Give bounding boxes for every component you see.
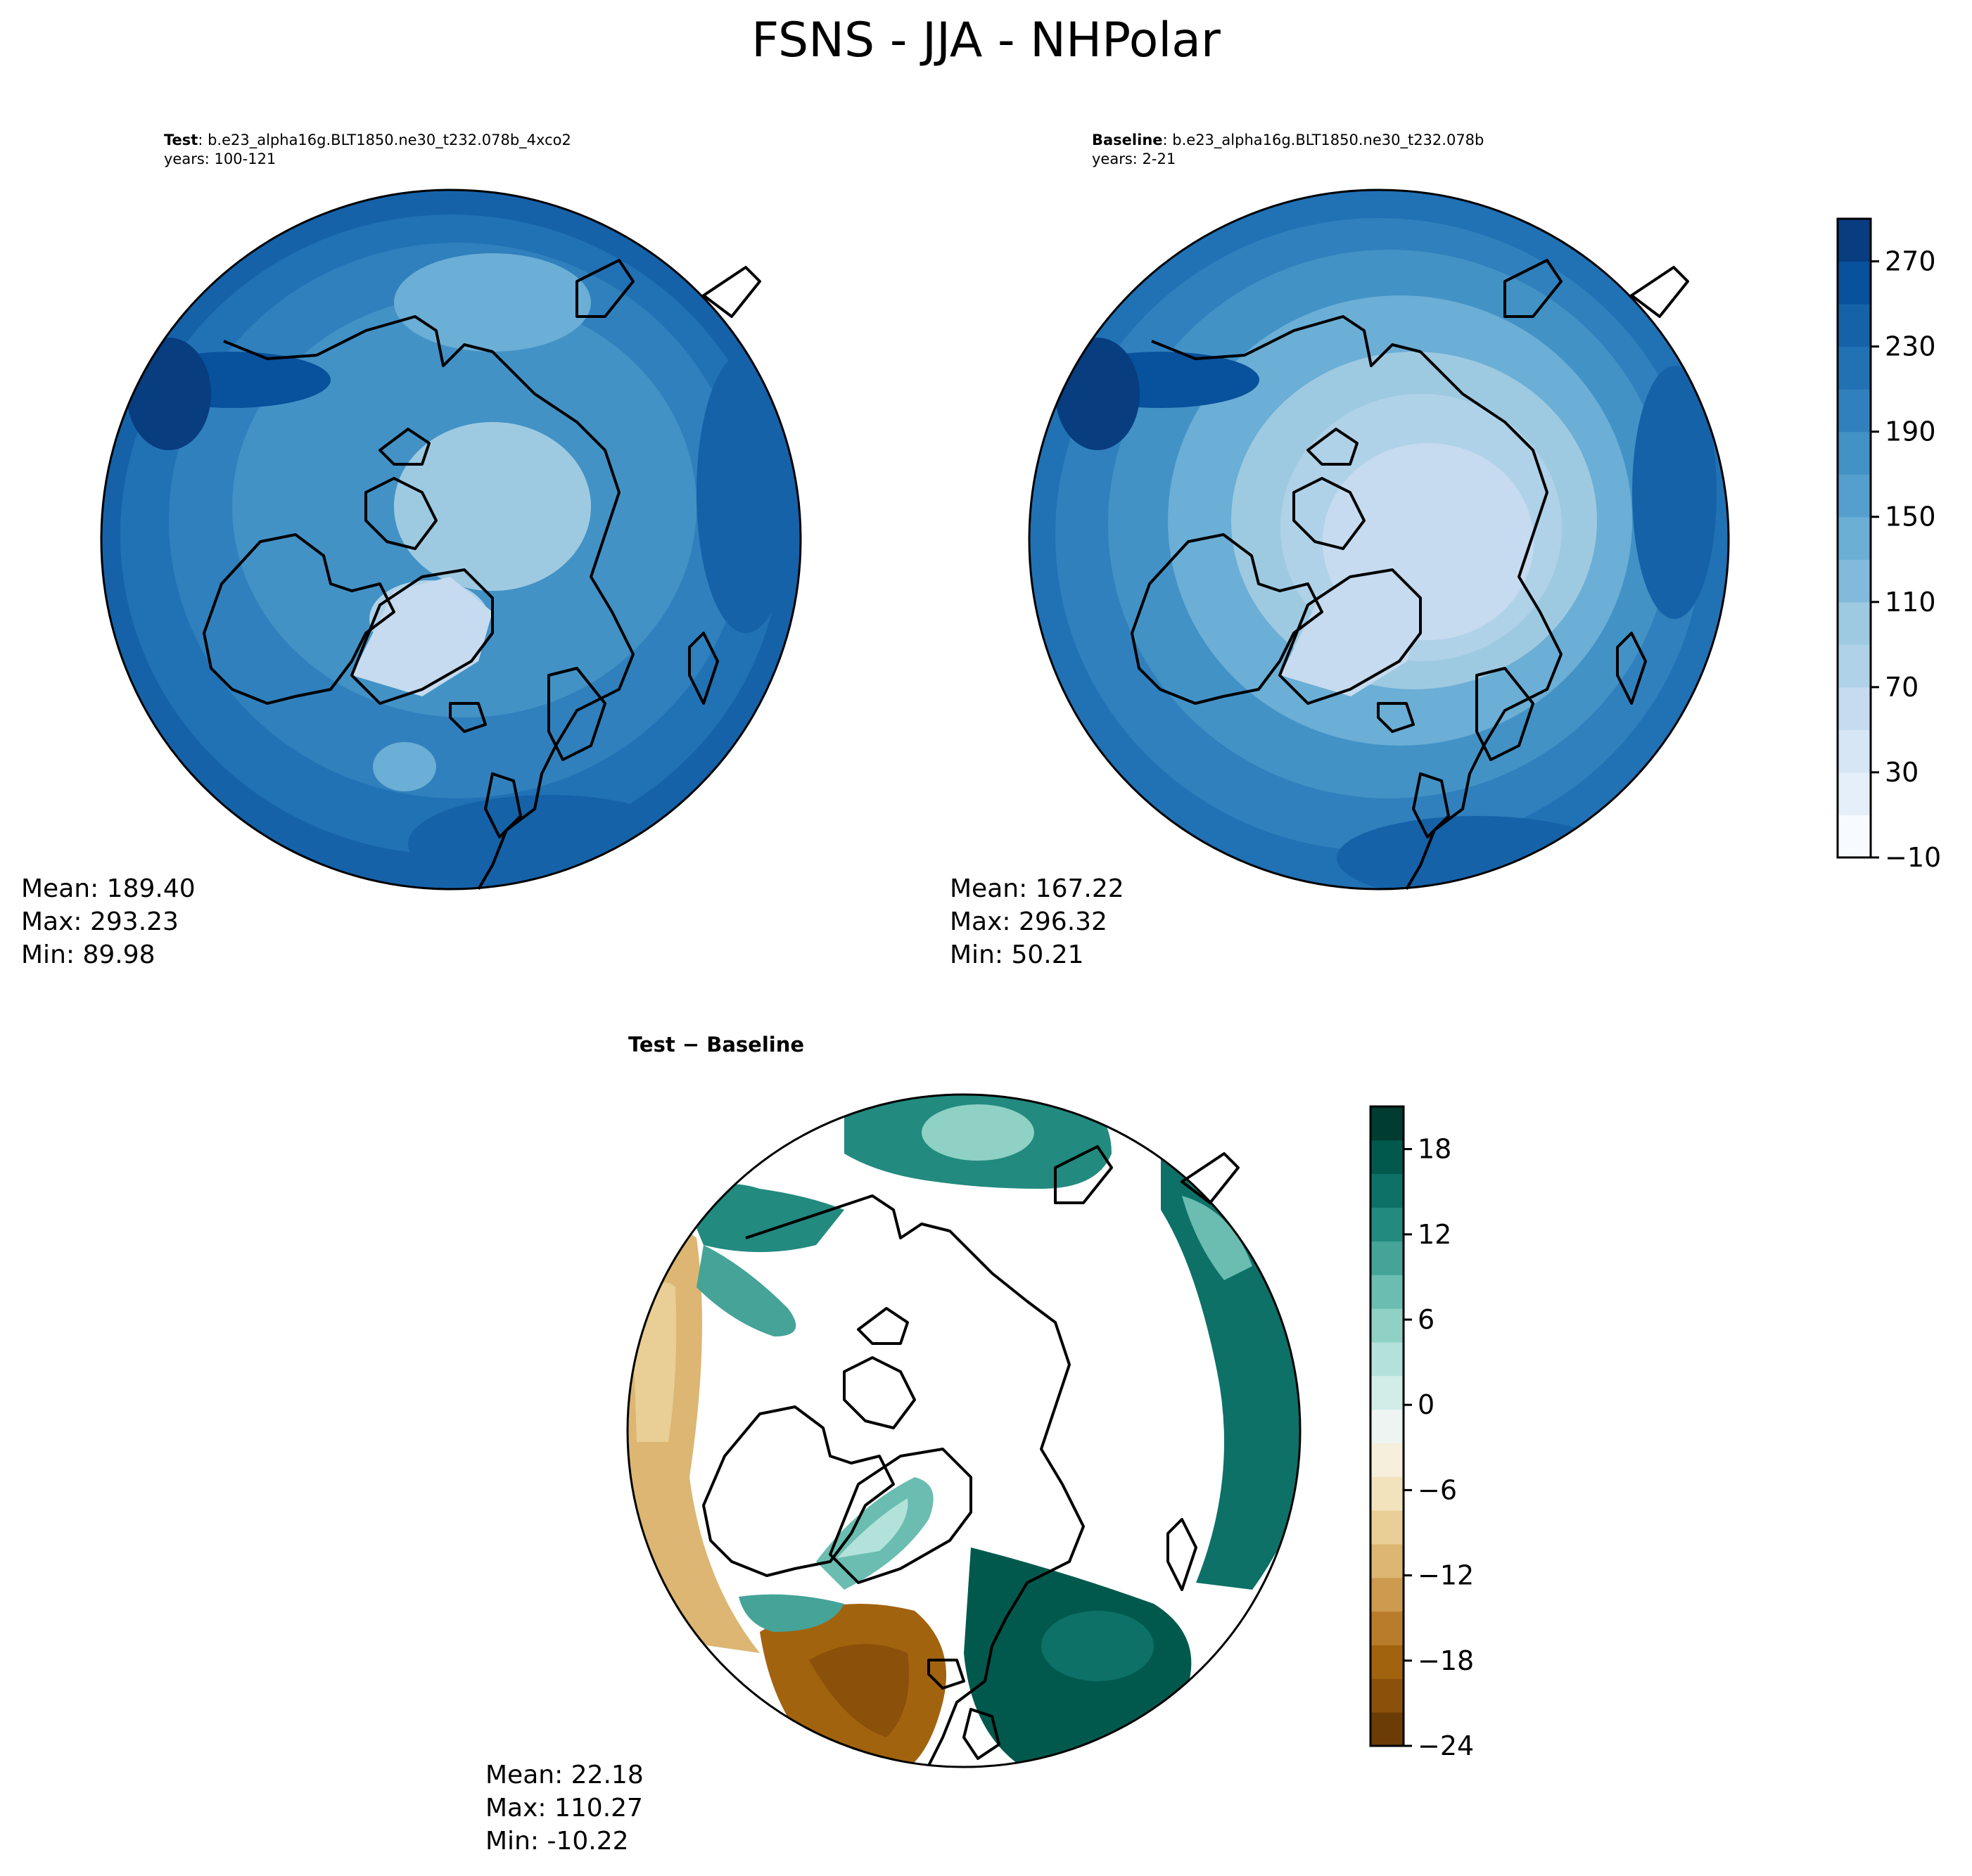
difference-colorbar-segment xyxy=(1370,1207,1404,1242)
absolute-colorbar-tick-label: 270 xyxy=(1885,246,1936,277)
test-stats: Mean: 189.40 Max: 293.23 Min: 89.98 xyxy=(21,872,196,971)
difference-colorbar-tick-label: −6 xyxy=(1418,1474,1457,1505)
absolute-colorbar-tick-label: −10 xyxy=(1885,842,1941,873)
absolute-colorbar-tick-label: 150 xyxy=(1885,502,1936,532)
test-coastlines xyxy=(203,259,761,891)
absolute-colorbar-segment xyxy=(1838,601,1871,645)
baseline-map xyxy=(1028,189,1730,891)
baseline-case-name: : b.e23_alpha16g.BLT1850.ne30_t232.078b xyxy=(1162,132,1484,148)
difference-colorbar-segment xyxy=(1370,1140,1404,1175)
difference-colorbar-tick-label: 12 xyxy=(1418,1219,1451,1250)
absolute-colorbar-segment xyxy=(1838,687,1871,730)
difference-colorbar-border xyxy=(1369,1105,1405,1747)
difference-colorbar-segment xyxy=(1370,1645,1404,1679)
difference-colorbar-segment xyxy=(1370,1275,1404,1309)
absolute-colorbar-segment xyxy=(1838,729,1871,773)
baseline-panel-header: Baseline: b.e23_alpha16g.BLT1850.ne30_t2… xyxy=(1092,131,1484,169)
absolute-colorbar: 270 230 190 150 110 70 30 −10 xyxy=(1836,217,1941,873)
absolute-colorbar-segment xyxy=(1838,389,1871,433)
test-min: Min: 89.98 xyxy=(21,940,155,969)
test-label: Test xyxy=(164,132,198,148)
test-map-border xyxy=(100,189,802,891)
baseline-label: Baseline xyxy=(1092,132,1163,148)
test-map xyxy=(100,189,802,891)
diff-max: Max: 110.27 xyxy=(485,1794,643,1823)
difference-colorbar-segment xyxy=(1370,1611,1404,1645)
difference-colorbar-segment xyxy=(1370,1543,1404,1578)
absolute-colorbar-segment xyxy=(1838,261,1871,305)
difference-colorbar: 18 12 6 0 −6 −12 −18 −24 xyxy=(1369,1105,1474,1761)
baseline-stats: Mean: 167.22 Max: 296.32 Min: 50.21 xyxy=(950,872,1124,971)
absolute-colorbar-tick-label: 70 xyxy=(1885,672,1919,703)
test-max: Max: 293.23 xyxy=(21,907,179,936)
difference-colorbar-tick-label: −18 xyxy=(1418,1645,1474,1676)
difference-colorbar-segment xyxy=(1370,1106,1404,1141)
test-case-name: : b.e23_alpha16g.BLT1850.ne30_t232.078b_… xyxy=(198,132,571,148)
diff-map xyxy=(626,1093,1302,1768)
absolute-colorbar-segment xyxy=(1838,431,1871,475)
absolute-colorbar-tick-label: 230 xyxy=(1885,331,1936,362)
absolute-colorbar-border xyxy=(1836,217,1872,859)
difference-colorbar-segment xyxy=(1370,1375,1404,1410)
absolute-colorbar-segment xyxy=(1838,346,1871,390)
test-mean: Mean: 189.40 xyxy=(21,874,196,903)
baseline-max: Max: 296.32 xyxy=(950,907,1107,936)
difference-colorbar-tick-label: 18 xyxy=(1418,1134,1451,1165)
absolute-colorbar-segment xyxy=(1838,474,1871,518)
absolute-colorbar-segment xyxy=(1838,304,1871,347)
test-years: years: 100-121 xyxy=(164,151,276,167)
difference-colorbar-segment xyxy=(1370,1678,1404,1713)
difference-colorbar-tick-label: −12 xyxy=(1418,1560,1474,1591)
difference-colorbar-segment xyxy=(1370,1443,1404,1477)
difference-colorbar-segment xyxy=(1370,1241,1404,1275)
difference-colorbar-tick-label: 0 xyxy=(1418,1389,1435,1420)
difference-colorbar-segment xyxy=(1370,1409,1404,1443)
absolute-colorbar-segment xyxy=(1838,219,1871,262)
diff-panel-title: Test − Baseline xyxy=(628,1033,805,1057)
baseline-map-border xyxy=(1028,189,1730,891)
diff-map-border xyxy=(626,1093,1302,1768)
difference-colorbar-tick-label: 6 xyxy=(1418,1304,1435,1335)
diff-min: Min: -10.22 xyxy=(485,1827,629,1856)
diff-coastlines xyxy=(702,1145,1240,1766)
difference-colorbar-segment xyxy=(1370,1712,1404,1747)
absolute-colorbar-segment xyxy=(1838,516,1871,560)
test-panel-header: Test: b.e23_alpha16g.BLT1850.ne30_t232.0… xyxy=(164,131,571,169)
diff-stats: Mean: 22.18 Max: 110.27 Min: -10.22 xyxy=(485,1759,644,1858)
figure-title: FSNS - JJA - NHPolar xyxy=(751,13,1221,68)
baseline-years: years: 2-21 xyxy=(1092,151,1176,167)
absolute-colorbar-tick-label: 190 xyxy=(1885,416,1936,447)
baseline-coastlines xyxy=(1131,259,1689,891)
baseline-min: Min: 50.21 xyxy=(950,940,1084,969)
absolute-colorbar-tick-label: 30 xyxy=(1885,757,1919,788)
absolute-colorbar-segment xyxy=(1838,644,1871,688)
difference-colorbar-tick-label: −24 xyxy=(1418,1730,1474,1761)
difference-colorbar-segment xyxy=(1370,1510,1404,1545)
difference-colorbar-segment xyxy=(1370,1173,1404,1208)
absolute-colorbar-segment xyxy=(1838,815,1871,858)
absolute-colorbar-tick-label: 110 xyxy=(1885,587,1936,618)
difference-colorbar-segment xyxy=(1370,1341,1404,1377)
absolute-colorbar-segment xyxy=(1838,559,1871,603)
absolute-colorbar-segment xyxy=(1838,772,1871,815)
difference-colorbar-segment xyxy=(1370,1476,1404,1511)
diff-mean: Mean: 22.18 xyxy=(485,1761,644,1789)
difference-colorbar-segment xyxy=(1370,1308,1404,1343)
baseline-mean: Mean: 167.22 xyxy=(950,874,1124,903)
difference-colorbar-segment xyxy=(1370,1577,1404,1612)
